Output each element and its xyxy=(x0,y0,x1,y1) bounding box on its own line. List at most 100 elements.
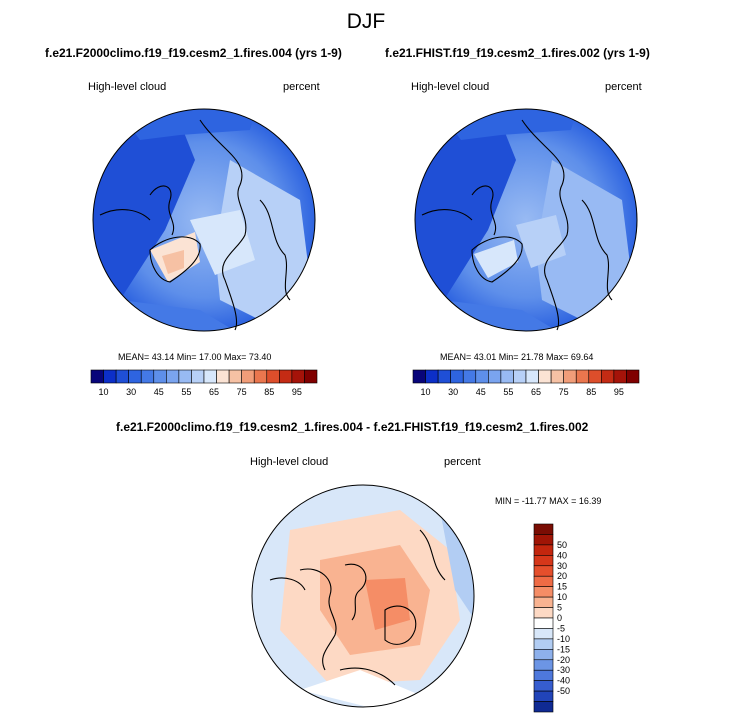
panel3-colorbar-swatch xyxy=(533,534,554,546)
panel1-stats: MEAN= 43.14 Min= 17.00 Max= 73.40 xyxy=(118,352,272,362)
panel3-colorbar-swatch xyxy=(533,628,554,640)
panel1-left-label: High-level cloud xyxy=(88,81,167,93)
panel1-colorbar-swatch xyxy=(228,369,242,384)
panel3-colorbar-swatch xyxy=(533,555,554,567)
panel3-left-label: High-level cloud xyxy=(250,456,329,468)
panel1-colorbar: 10 30 45 55 65 75 85 95 xyxy=(90,369,318,397)
panel1-field-dark-west xyxy=(93,110,195,300)
panel1-field-dark-north xyxy=(110,109,260,140)
panel3-colorbar-tick-label: 15 xyxy=(557,582,567,592)
panel3-colorbar-swatch xyxy=(533,523,554,535)
panel2-map: 10 30 45 55 65 75 85 95 xyxy=(412,108,640,397)
panel1-colorbar-tick-label: 45 xyxy=(154,387,164,397)
panel2-colorbar-tick-label: 65 xyxy=(531,387,541,397)
panel3-colorbar-swatch xyxy=(533,575,554,587)
panel1-colorbar-swatch xyxy=(279,369,293,384)
panel3-colorbar-swatch xyxy=(533,617,554,629)
panel2-colorbar-swatch xyxy=(550,369,564,384)
panel3-colorbar-swatch xyxy=(533,596,554,608)
panel2-colorbar-swatch xyxy=(488,369,502,384)
panel1-colorbar-swatch xyxy=(90,369,104,384)
panel3-colorbar-swatch xyxy=(533,607,554,619)
panel3-colorbar-swatch xyxy=(533,690,554,702)
panel2-colorbar-tick-label: 85 xyxy=(586,387,596,397)
panel2-colorbar-swatch xyxy=(450,369,464,384)
panel2-field-dark-west xyxy=(415,110,516,300)
panel2-colorbar-swatch xyxy=(437,369,451,384)
panel1-colorbar-tick-label: 30 xyxy=(126,387,136,397)
panel2-colorbar-tick-label: 75 xyxy=(559,387,569,397)
panel3-right-label: percent xyxy=(444,456,481,468)
panel2-field-dark-north xyxy=(432,109,581,140)
panel2-colorbar-swatch xyxy=(626,369,640,384)
panel2-colorbar-swatch xyxy=(538,369,552,384)
panel1-colorbar-swatch xyxy=(216,369,230,384)
panel1-colorbar-tick-label: 95 xyxy=(292,387,302,397)
panel1-colorbar-swatch xyxy=(241,369,255,384)
panel3-field-hot-spot xyxy=(365,578,410,630)
panel3-colorbar-tick-label: 20 xyxy=(557,571,567,581)
main-title: DJF xyxy=(346,10,386,33)
panel3-colorbar-swatch xyxy=(533,701,554,713)
panel3-colorbar-swatch xyxy=(533,544,554,556)
panel1-colorbar-tick-label: 85 xyxy=(264,387,274,397)
panel2-colorbar-swatch xyxy=(513,369,527,384)
panel1-colorbar-swatch xyxy=(140,369,155,384)
panel1-colorbar-swatch xyxy=(166,369,180,384)
panel3-colorbar-swatch xyxy=(533,638,554,650)
panel1-field-hot-greenland xyxy=(162,250,184,274)
panel2-left-label: High-level cloud xyxy=(411,81,490,93)
panel3-colorbar-swatch xyxy=(533,659,554,671)
panel2-field-pale-greenland xyxy=(474,240,518,278)
panel2-colorbar-swatch xyxy=(575,369,590,384)
panel1-right-label: percent xyxy=(283,81,320,93)
panel3-colorbar-tick-label: 0 xyxy=(557,613,562,623)
panel2-colorbar-tick-label: 55 xyxy=(503,387,513,397)
panel1-title: f.e21.F2000climo.f19_f19.cesm2_1.fires.0… xyxy=(45,46,342,60)
panel2-map-border xyxy=(414,108,638,332)
panel2-title: f.e21.FHIST.f19_f19.cesm2_1.fires.002 (y… xyxy=(385,46,650,60)
panel3-colorbar-swatch xyxy=(533,565,554,577)
panel3-colorbar-tick-label: -20 xyxy=(557,655,570,665)
panel3-colorbar-swatch xyxy=(533,669,554,681)
panel2-colorbar-swatch xyxy=(475,369,489,384)
panel3-colorbar-tick-label: -30 xyxy=(557,665,570,675)
panel3-colorbar-tick-label: 5 xyxy=(557,603,562,613)
panel2-colorbar-swatch xyxy=(525,369,539,384)
panel1-map: 10 30 45 55 65 75 85 95 xyxy=(90,108,318,397)
panel3-colorbar-tick-label: -40 xyxy=(557,676,570,686)
panel2-colorbar-swatch xyxy=(588,369,602,384)
panel1-colorbar-tick-label: 55 xyxy=(181,387,191,397)
panel1-coastlines xyxy=(99,119,291,331)
panel2-colorbar-tick-label: 95 xyxy=(614,387,624,397)
panel1-colorbar-tick-label: 10 xyxy=(99,387,109,397)
panel2-colorbar-swatch xyxy=(412,369,426,384)
panel3-colorbar-tick-label: -5 xyxy=(557,623,565,633)
panel2-coastlines xyxy=(421,119,613,331)
panel3-colorbar-swatch xyxy=(533,680,554,692)
panel2-colorbar-swatch xyxy=(601,369,615,384)
panel2-colorbar: 10 30 45 55 65 75 85 95 xyxy=(412,369,640,397)
panel1-field-light-center xyxy=(190,210,255,275)
panel2-colorbar-tick-label: 30 xyxy=(448,387,458,397)
panel3-colorbar-tick-label: 40 xyxy=(557,550,567,560)
panel3-colorbar-tick-label: -50 xyxy=(557,686,570,696)
panel2-colorbar-swatch xyxy=(563,369,577,384)
panel3-field-cool-east xyxy=(440,510,474,620)
panel2-colorbar-swatch xyxy=(462,369,477,384)
panel1-colorbar-swatch xyxy=(203,369,217,384)
panel2-colorbar-swatch xyxy=(500,369,514,384)
panel3-title: f.e21.F2000climo.f19_f19.cesm2_1.fires.0… xyxy=(116,420,589,434)
panel3-colorbar-tick-label: 10 xyxy=(557,592,567,602)
panel1-colorbar-swatch xyxy=(266,369,280,384)
panel2-right-label: percent xyxy=(605,81,642,93)
panel1-colorbar-swatch xyxy=(128,369,142,384)
panel1-colorbar-swatch xyxy=(153,369,167,384)
panel1-colorbar-swatch xyxy=(291,369,305,384)
panel1-colorbar-swatch xyxy=(304,369,318,384)
panel3-stats: MIN = -11.77 MAX = 16.39 xyxy=(495,496,602,506)
panel2-stats: MEAN= 43.01 Min= 21.78 Max= 69.64 xyxy=(440,352,594,362)
panel2-colorbar-swatch xyxy=(425,369,439,384)
